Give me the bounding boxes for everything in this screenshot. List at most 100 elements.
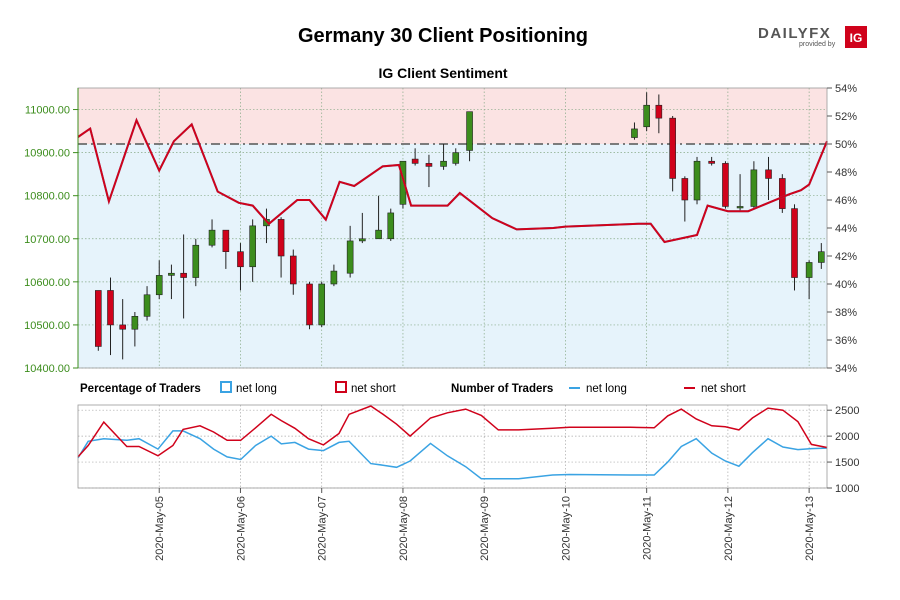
bearish-candle [681,178,689,201]
date-tick-label: 2020-May-13 [804,496,816,561]
bullish-candle [192,244,200,278]
bullish-candle [643,104,650,128]
count-tick-label: 1000 [835,483,859,495]
bearish-candle [222,229,230,252]
bullish-candle [631,128,638,138]
bearish-candle [119,324,126,330]
ig-badge-icon [845,26,867,48]
price-tick-label: 10600.00 [24,277,70,289]
percent-tick-label: 52% [835,111,857,123]
logo-text: DAILYFX [758,25,831,42]
bearish-candle [791,208,798,278]
price-tick-label: 10800.00 [24,191,70,203]
bullish-candle [818,251,825,263]
bearish-candle [425,163,433,167]
dailyfx-logo: DAILYFX provided by IG [758,25,867,48]
bearish-candle [655,104,663,119]
bullish-candle [208,229,216,246]
net-short-zone [78,88,827,144]
legend-percentage-title: Percentage of Traders [80,383,201,395]
logo-provided-by: provided by [799,41,836,48]
bearish-candle [107,290,114,326]
price-axis: 10400.00 10500.00 10600.00 10700.00 10800.00… [24,88,79,375]
bearish-candle [411,158,419,164]
bearish-candle [95,290,102,347]
percent-tick-label: 48% [835,167,857,179]
bullish-candle [750,169,758,207]
date-tick-label: 2020-May-08 [398,496,410,561]
date-tick-label: 2020-May-09 [479,496,491,561]
bullish-candle [143,294,151,317]
bottom-gridlines [78,405,827,489]
bullish-candle [805,262,813,278]
price-tick-label: 10700.00 [24,234,70,246]
bullish-candle [387,212,395,240]
legend-pct-short: net short [351,383,397,395]
price-tick-label: 10500.00 [24,320,70,332]
legend-num-long: net long [586,383,627,395]
bullish-candle [693,160,701,201]
bullish-candle [249,225,256,268]
count-axis: 1000 1500 2000 2500 [827,405,859,495]
price-tick-label: 10400.00 [24,363,70,375]
count-tick-label: 2500 [835,405,859,417]
date-tick-label: 2020-May-10 [560,496,572,561]
chart-title: Germany 30 Client Positioning [298,25,588,47]
count-tick-label: 1500 [835,457,859,469]
date-axis: 2020-May-05 2020-May-06 2020-May-07 2020-Ma… [154,488,816,561]
bullish-candle [346,240,354,274]
bullish-candle [440,160,447,167]
bullish-candle [399,160,407,205]
bullish-candle [168,272,175,276]
bearish-candle [765,169,772,179]
bullish-candle [330,270,338,285]
date-tick-label: 2020-May-07 [317,496,329,561]
bearish-candle [306,283,313,326]
bearish-candle [669,117,676,179]
bullish-candle [359,238,366,242]
percent-tick-label: 50% [835,139,857,151]
bottom-plot-frame [77,404,828,489]
percent-axis: 34% 36% 38% 40% 42% 44% 46% 48% 50% 52% 54% [827,83,857,375]
percent-tick-label: 38% [835,307,857,319]
percent-tick-label: 46% [835,195,857,207]
legend-long-box-icon [220,381,232,393]
price-tick-label: 10900.00 [24,148,70,160]
legend-pct-long: net long [236,383,277,395]
net-short-count-line [77,405,828,458]
percent-tick-label: 34% [835,363,857,375]
net-short-percentage-line [77,117,828,244]
legend-number-title: Number of Traders [451,383,553,395]
percent-tick-label: 44% [835,223,857,235]
bullish-candle [466,111,473,151]
percent-tick-label: 42% [835,251,857,263]
percent-tick-label: 40% [835,279,857,291]
bearish-candle [289,255,297,285]
bearish-candle [779,178,786,209]
bearish-candle [722,163,729,207]
percent-tick-label: 54% [835,83,857,95]
price-tick-label: 11000.00 [25,105,70,117]
bullish-candle [452,152,460,164]
legend-num-short: net short [701,383,747,395]
price-candles [95,92,825,360]
date-tick-label: 2020-May-12 [723,496,735,561]
legend: Percentage of Traders net long net short… [80,381,747,395]
chart-subtitle: IG Client Sentiment [378,65,507,81]
bearish-candle [180,272,187,278]
legend-short-box-icon [335,381,347,393]
date-tick-label: 2020-May-05 [154,496,166,561]
bullish-candle [155,275,163,296]
bullish-candle [375,229,382,240]
count-tick-label: 2000 [835,431,859,443]
bearish-candle [277,219,285,257]
bullish-candle [736,206,744,209]
price-sentiment-panel: 10400.00 10500.00 10600.00 10700.00 10800.00… [24,83,857,375]
date-tick-label: 2020-May-06 [235,496,247,561]
bearish-candle [237,251,244,268]
net-long-count-line [77,430,828,480]
ig-badge-text: IG [850,31,863,45]
date-tick-label: 2020-May-11 [642,496,654,560]
